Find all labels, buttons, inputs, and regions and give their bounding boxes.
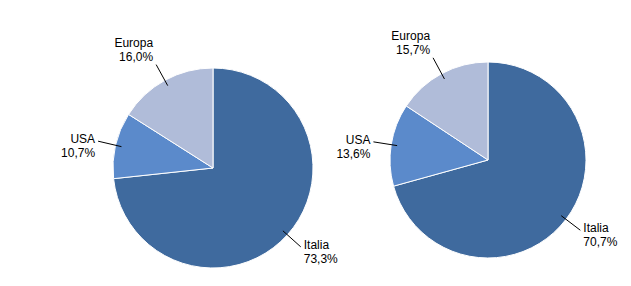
svg-text:10,7%: 10,7% bbox=[61, 146, 95, 160]
svg-text:Italia: Italia bbox=[304, 238, 330, 252]
svg-text:Europa: Europa bbox=[114, 36, 153, 50]
svg-text:70,7%: 70,7% bbox=[583, 235, 617, 249]
svg-text:USA: USA bbox=[346, 133, 371, 147]
svg-text:73,3%: 73,3% bbox=[304, 252, 338, 266]
svg-text:16,0%: 16,0% bbox=[119, 50, 153, 64]
svg-text:USA: USA bbox=[70, 132, 95, 146]
svg-text:15,7%: 15,7% bbox=[396, 43, 430, 57]
svg-text:Europa: Europa bbox=[391, 29, 430, 43]
svg-text:13,6%: 13,6% bbox=[336, 147, 370, 161]
svg-text:Italia: Italia bbox=[583, 221, 609, 235]
